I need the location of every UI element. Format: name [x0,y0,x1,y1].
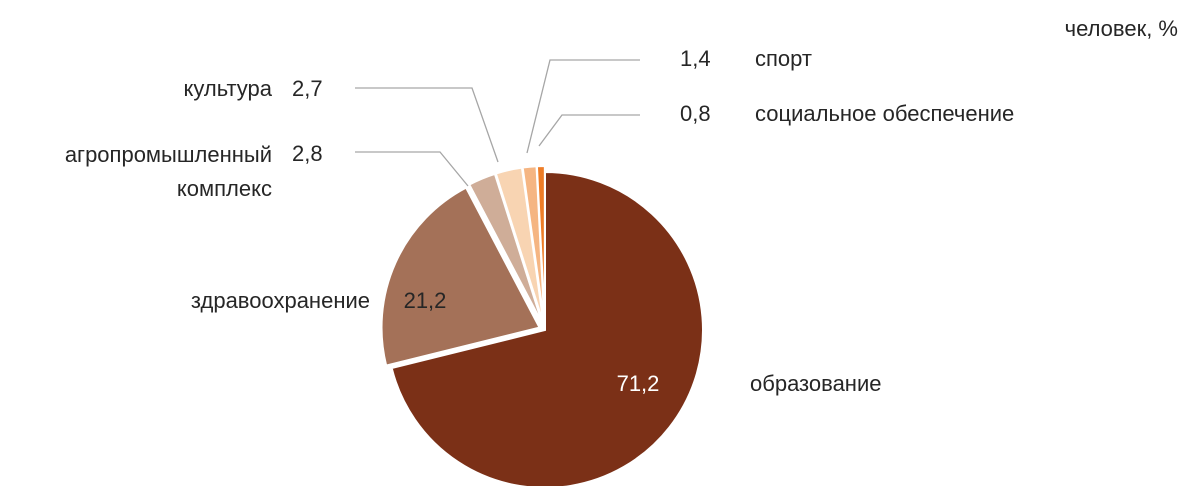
chart-title: человек, % [1065,16,1178,41]
category-label: здравоохранение [191,288,370,313]
category-label: образование [750,371,881,396]
pie-slice [467,172,544,325]
pie-slice [535,165,546,325]
category-label: социальное обеспечение [755,101,1014,126]
pie-slice [380,186,542,367]
category-label: агропромышленный комплекс [64,142,272,201]
pie-slice [390,170,704,486]
value-label: 21,2 [404,288,447,313]
category-label: культура [183,76,272,101]
leader-line [355,151,469,187]
leader-line [526,59,640,154]
value-label: 2,7 [292,76,323,101]
category-label: спорт [755,46,812,71]
value-label: 71,2 [617,371,660,396]
value-label: 2,8 [292,141,323,166]
leader-line [355,87,499,163]
value-label: 0,8 [680,101,711,126]
value-label: 1,4 [680,46,711,71]
leader-line [538,114,640,147]
